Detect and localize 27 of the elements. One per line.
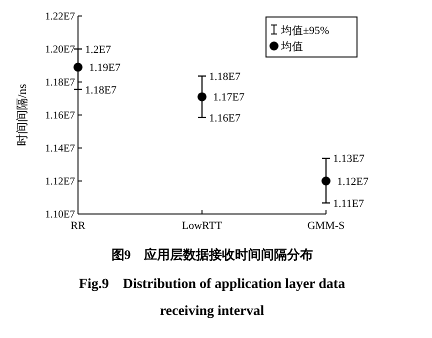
y-axis-title: 时间间隔/ns [15, 84, 29, 146]
data-label: 1.19E7 [89, 62, 121, 74]
point [198, 92, 206, 102]
legend-label: 均值 [280, 40, 303, 53]
data-label: 1.17E7 [213, 92, 245, 104]
y-tick-label: 1.12E7 [44, 176, 75, 188]
y-tick-label: 1.22E7 [44, 12, 75, 23]
annotation: 1.11E7 [333, 198, 365, 210]
y-tick-label: 1.10E7 [44, 210, 75, 221]
annotation: 1.16E7 [209, 112, 241, 124]
y-tick-label: 1.16E7 [44, 110, 75, 122]
text: Fig.9 Distribution of application layer data receiving interval [78, 277, 346, 319]
annotation: 1.13E7 [333, 153, 365, 166]
annotation: 1.2E7 [85, 44, 112, 56]
y-tick-label: 1.18E7 [44, 78, 75, 89]
point [322, 176, 330, 186]
x-tick-label: GMM-S [307, 220, 345, 232]
x-tick-label: RR [70, 220, 86, 232]
data-label: 1.12E7 [337, 176, 369, 188]
annotation: 均值±95% [280, 24, 330, 37]
y-tick-label: 1.20E7 [44, 44, 75, 56]
annotation: 1.18E7 [85, 84, 117, 96]
annotation: 1.18E7 [209, 70, 241, 83]
y-tick-label: 1.14E7 [44, 144, 75, 155]
text: 图9 应用层数据接收时间间隔分布 [111, 247, 313, 262]
x-tick-label: LowRTT [182, 220, 222, 232]
point [74, 62, 82, 72]
